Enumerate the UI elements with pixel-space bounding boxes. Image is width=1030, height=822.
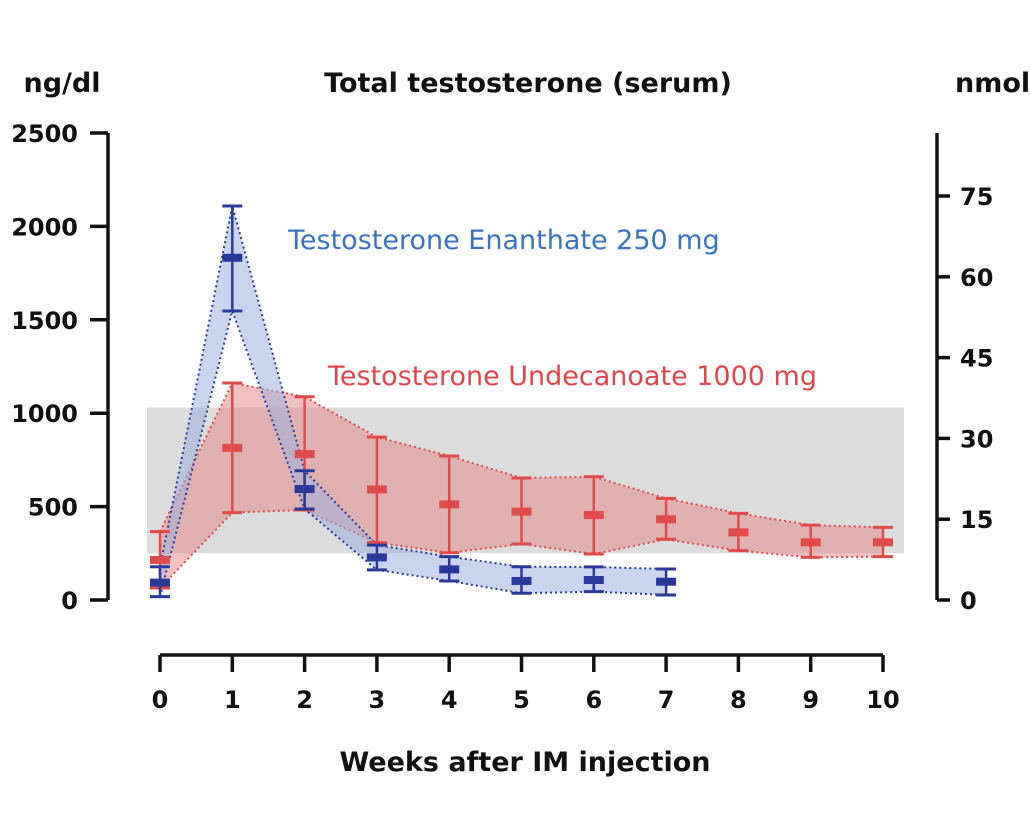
y-right-axis-label: nmol/l xyxy=(955,68,1030,99)
chart-title: Total testosterone (serum) xyxy=(324,68,732,99)
y-left-tick-label: 1000 xyxy=(11,400,78,428)
x-tick-label: 9 xyxy=(802,686,819,714)
series-1-mean-point xyxy=(800,538,821,547)
x-tick-label: 3 xyxy=(369,686,386,714)
series-0-mean-point xyxy=(150,578,170,587)
y-right-tick-label: 15 xyxy=(960,506,993,534)
series-0-lower-outline xyxy=(159,307,667,597)
series-1-mean-point xyxy=(366,485,387,494)
series-label-enanthate: Testosterone Enanthate 250 mg xyxy=(287,225,720,256)
y-right-tick-label: 0 xyxy=(960,587,977,615)
series-0-mean-point xyxy=(366,553,387,562)
y-right-tick-label: 75 xyxy=(960,183,993,211)
series-0-mean-point xyxy=(511,576,532,585)
series-1-mean-point xyxy=(873,538,893,547)
y-left-tick-label: 2000 xyxy=(11,213,78,241)
y-left-tick-label: 0 xyxy=(61,587,78,615)
series-1-mean-point xyxy=(728,528,749,537)
x-tick-label: 6 xyxy=(585,686,602,714)
x-tick-label: 10 xyxy=(866,686,899,714)
x-tick-label: 7 xyxy=(658,686,675,714)
x-tick-label: 5 xyxy=(513,686,530,714)
x-tick-label: 4 xyxy=(441,686,458,714)
y-left-tick-label: 2500 xyxy=(11,120,78,148)
series-1-mean-point xyxy=(511,507,532,516)
x-tick-label: 2 xyxy=(296,686,313,714)
x-tick-label: 8 xyxy=(730,686,747,714)
y-right-tick-label: 30 xyxy=(960,425,993,453)
series-1-mean-point xyxy=(583,511,604,520)
series-1-lower-outline xyxy=(159,508,884,589)
x-tick-label: 1 xyxy=(224,686,241,714)
series-label-undecanoate: Testosterone Undecanoate 1000 mg xyxy=(327,361,817,392)
x-axis-label: Weeks after IM injection xyxy=(339,747,710,778)
series-1-mean-point xyxy=(150,556,170,565)
series-1-mean-point xyxy=(439,500,460,509)
y-right-tick-label: 45 xyxy=(960,345,993,373)
y-left-tick-label: 1500 xyxy=(11,307,78,335)
series-0-mean-point xyxy=(222,253,243,262)
series-0-mean-point xyxy=(656,577,677,586)
y-left-tick-label: 500 xyxy=(28,494,78,522)
series-1-mean-point xyxy=(294,450,315,459)
series-1-mean-point xyxy=(222,443,243,452)
series-0-mean-point xyxy=(439,565,460,574)
y-left-axis-label: ng/dl xyxy=(24,68,101,99)
series-1-mean-point xyxy=(656,515,677,524)
series-0-mean-point xyxy=(294,485,315,494)
y-right-tick-label: 60 xyxy=(960,264,993,292)
x-tick-label: 0 xyxy=(152,686,169,714)
series-0-mean-point xyxy=(583,576,604,585)
